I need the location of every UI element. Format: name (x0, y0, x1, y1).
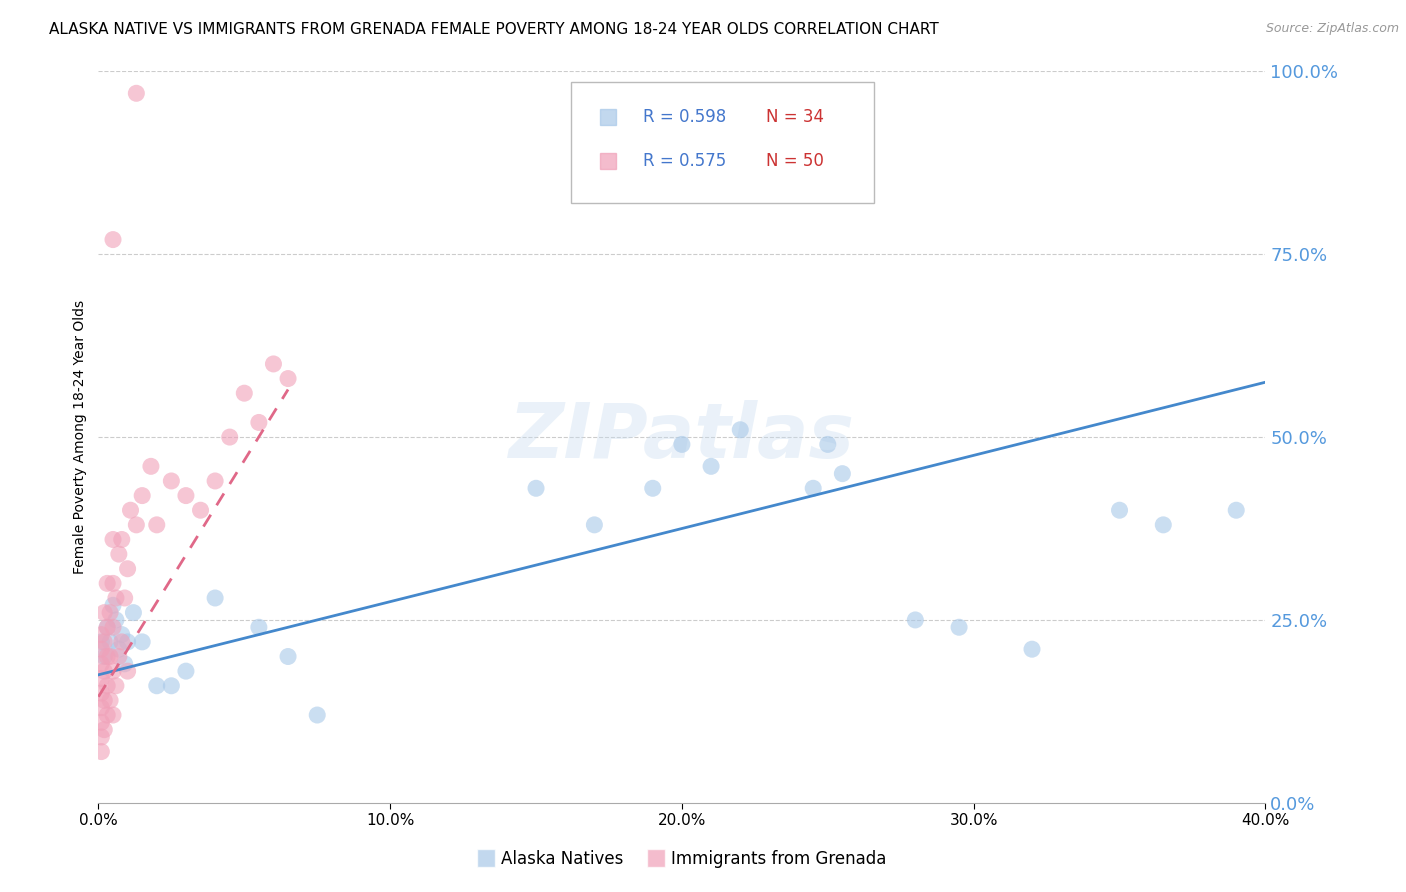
Point (90, 635, 112, 649)
Point (117, 635, 139, 649)
Point (1021, 642, 1043, 657)
Point (262, 357, 284, 371)
Legend: Alaska Natives, Immigrants from Grenada: Alaska Natives, Immigrants from Grenada (471, 844, 893, 875)
Point (104, 591, 127, 605)
Point (93, 723, 115, 737)
Point (117, 562, 139, 576)
Point (101, 620, 124, 634)
Point (111, 635, 134, 649)
Point (98, 606, 121, 620)
Point (233, 386, 256, 401)
Point (641, 481, 664, 495)
Point (90, 715, 112, 730)
Point (93, 606, 115, 620)
Point (247, 620, 270, 634)
Text: R = 0.598: R = 0.598 (644, 109, 727, 127)
Point (146, 517, 169, 532)
Point (277, 371, 299, 385)
Point (125, 517, 148, 532)
Text: N = 50: N = 50 (766, 153, 824, 170)
Point (90, 730, 112, 744)
Point (801, 481, 824, 495)
Point (111, 533, 134, 547)
Point (108, 649, 131, 664)
Point (98, 693, 121, 707)
Point (146, 679, 169, 693)
Point (218, 430, 240, 444)
Point (190, 503, 212, 517)
FancyBboxPatch shape (571, 82, 875, 203)
Point (98, 635, 121, 649)
Point (247, 416, 270, 430)
Point (120, 503, 142, 517)
Point (108, 547, 131, 561)
Text: N = 34: N = 34 (766, 109, 824, 127)
Point (101, 708, 124, 723)
Point (817, 437, 839, 451)
Point (93, 693, 115, 707)
Point (96, 649, 118, 664)
Point (90, 627, 112, 641)
Point (101, 664, 124, 678)
Point (101, 576, 124, 591)
Point (174, 664, 197, 678)
Point (114, 591, 136, 605)
Point (277, 649, 299, 664)
Point (90, 672, 112, 686)
Point (114, 657, 136, 671)
Point (96, 576, 118, 591)
Point (831, 467, 853, 481)
Point (96, 679, 118, 693)
Point (174, 489, 197, 503)
Point (1108, 503, 1130, 517)
Point (90, 642, 112, 657)
Point (125, 87, 148, 101)
Point (101, 233, 124, 247)
Text: R = 0.575: R = 0.575 (644, 153, 727, 170)
Text: ALASKA NATIVE VS IMMIGRANTS FROM GRENADA FEMALE POVERTY AMONG 18-24 YEAR OLDS CO: ALASKA NATIVE VS IMMIGRANTS FROM GRENADA… (49, 22, 939, 37)
Point (671, 437, 693, 451)
Point (204, 474, 226, 488)
Point (948, 620, 970, 634)
Point (104, 679, 127, 693)
Point (93, 664, 115, 678)
Point (93, 635, 115, 649)
Text: Source: ZipAtlas.com: Source: ZipAtlas.com (1265, 22, 1399, 36)
Point (96, 620, 118, 634)
Point (160, 474, 183, 488)
Point (160, 679, 183, 693)
Point (108, 642, 131, 657)
Point (111, 627, 134, 641)
Point (104, 613, 127, 627)
Point (117, 664, 139, 678)
Point (90, 745, 112, 759)
Y-axis label: Female Poverty Among 18-24 Year Olds: Female Poverty Among 18-24 Year Olds (73, 300, 87, 574)
Point (700, 459, 723, 474)
Text: ZIPatlas: ZIPatlas (509, 401, 855, 474)
Point (90, 686, 112, 700)
Point (90, 700, 112, 714)
Point (583, 517, 606, 532)
Point (101, 599, 124, 613)
Point (90, 657, 112, 671)
Point (204, 591, 226, 605)
Point (524, 481, 547, 495)
Point (93, 649, 115, 664)
Point (139, 459, 162, 474)
Point (131, 635, 153, 649)
Point (96, 620, 118, 634)
Point (96, 708, 118, 723)
Point (307, 708, 329, 723)
Point (904, 613, 927, 627)
Point (730, 423, 752, 437)
Point (131, 489, 153, 503)
Point (1152, 517, 1174, 532)
Point (98, 649, 121, 664)
Point (1225, 503, 1247, 517)
Point (122, 606, 145, 620)
Point (101, 533, 124, 547)
